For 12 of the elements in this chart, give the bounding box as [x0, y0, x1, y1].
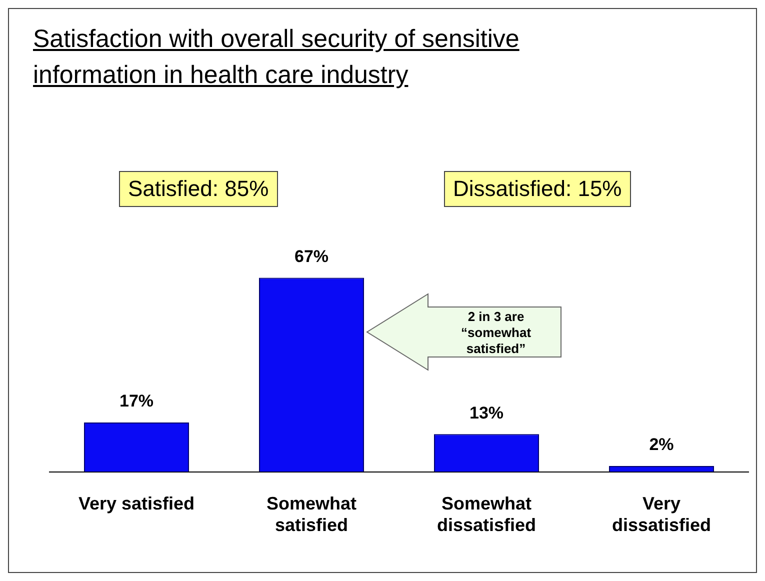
annotation: 2 in 3 are “somewhat satisfied”	[460, 309, 532, 357]
text: Dissatisfied: 15%	[444, 171, 631, 207]
data-label: 17%	[119, 392, 154, 411]
x-tick-label: Somewhat satisfied	[266, 494, 357, 536]
x-tick-label: Very satisfied	[78, 494, 195, 514]
data-label: 13%	[469, 403, 504, 422]
chart-title: Satisfaction with overall security of sensitive information in health care industry	[33, 24, 520, 91]
x-tick-label: Very dissatisfied	[612, 494, 712, 536]
data-label: 2%	[649, 435, 674, 454]
data-label: 67%	[294, 246, 329, 266]
text: Satisfied: 85%	[119, 171, 278, 207]
x-tick-label: Somewhat dissatisfied	[436, 494, 536, 536]
